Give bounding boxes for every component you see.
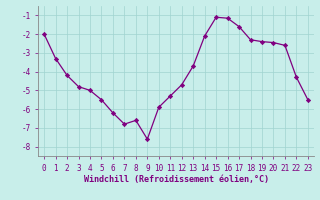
X-axis label: Windchill (Refroidissement éolien,°C): Windchill (Refroidissement éolien,°C)	[84, 175, 268, 184]
